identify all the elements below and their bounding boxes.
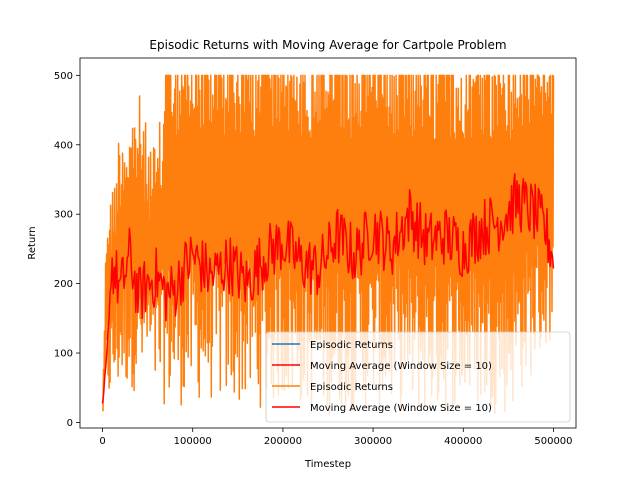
y-tick-label: 100 xyxy=(54,349,73,360)
x-tick-label: 300000 xyxy=(354,436,392,447)
legend-label-4: Moving Average (Window Size = 10) xyxy=(310,403,492,414)
legend: Episodic Returns Moving Average (Window … xyxy=(265,331,571,423)
legend-label-2: Moving Average (Window Size = 10) xyxy=(310,361,492,372)
legend-label-1: Episodic Returns xyxy=(310,340,393,351)
x-tick-label: 100000 xyxy=(174,436,212,447)
y-tick-label: 200 xyxy=(54,279,73,290)
y-axis: 0 100 200 300 400 500 xyxy=(54,71,80,429)
x-tick-label: 500000 xyxy=(534,436,572,447)
x-axis-label: Timestep xyxy=(304,459,351,470)
y-tick-label: 300 xyxy=(54,210,73,221)
x-tick-label: 200000 xyxy=(264,436,302,447)
y-tick-label: 500 xyxy=(54,71,73,82)
x-axis: 0 100000 200000 300000 400000 500000 xyxy=(99,428,573,447)
x-tick-label: 400000 xyxy=(444,436,482,447)
legend-box xyxy=(265,331,571,423)
y-axis-label: Return xyxy=(27,226,38,259)
x-tick-label: 0 xyxy=(99,436,105,447)
y-tick-label: 400 xyxy=(54,140,73,151)
series-episodic-returns xyxy=(101,74,555,415)
episodic-returns-line xyxy=(101,74,555,415)
axes-frame xyxy=(79,57,577,429)
plot-area xyxy=(101,74,555,415)
y-tick-label: 0 xyxy=(67,418,73,429)
moving-average-line xyxy=(101,173,555,404)
legend-label-3: Episodic Returns xyxy=(310,382,393,393)
series-moving-average xyxy=(101,173,555,404)
chart-title: Episodic Returns with Moving Average for… xyxy=(149,38,506,52)
